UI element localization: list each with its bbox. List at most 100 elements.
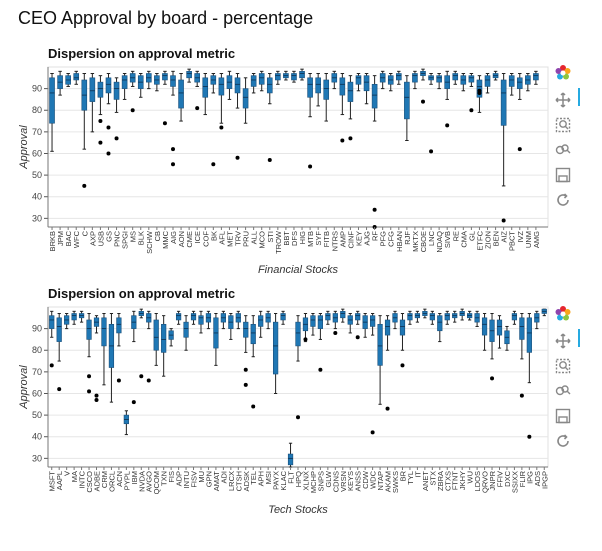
x-tick-label: SCHW <box>145 230 154 254</box>
box-AFL <box>218 77 225 96</box>
financial-stocks-boxplot: Dispersion on approval metric 30 40 50 60 70 8… <box>18 46 549 276</box>
outlier-point <box>130 108 135 113</box>
box-AAPL <box>56 317 62 342</box>
box-KEY <box>355 75 362 85</box>
outlier-point <box>106 151 111 156</box>
wheel-zoom-icon[interactable] <box>552 380 574 402</box>
x-tick-label: C <box>80 230 89 236</box>
outlier-point <box>146 378 151 383</box>
x-tick-label: PNC <box>113 230 122 246</box>
tech-chart-toolbar <box>552 303 576 453</box>
x-axis-label: Financial Stocks <box>258 264 339 276</box>
plot-area <box>47 66 549 228</box>
outlier-point <box>340 138 345 143</box>
save-icon[interactable] <box>552 405 574 427</box>
x-tick-label: JKHY <box>458 471 467 490</box>
outlier-point <box>171 147 175 152</box>
x-tick-label: HPQ <box>294 471 303 487</box>
x-tick-label: CDW <box>361 470 370 489</box>
x-tick-label: CSCO <box>85 471 94 493</box>
outlier-point <box>318 367 323 372</box>
box-WFC <box>73 73 80 81</box>
outlier-point <box>303 337 308 342</box>
x-tick-label: PAYX <box>272 471 281 490</box>
y-tick-label: 60 <box>32 388 42 398</box>
box-HBAN <box>396 73 402 81</box>
outlier-point <box>296 415 300 420</box>
chart-title: Dispersion on approval metric <box>48 46 235 61</box>
reset-icon[interactable] <box>552 430 574 452</box>
outlier-point <box>469 108 474 113</box>
box-CRM <box>101 317 107 347</box>
x-tick-label: BAC <box>64 230 73 246</box>
x-tick-label: CBOE <box>419 231 428 252</box>
x-tick-label: SWKS <box>391 471 400 493</box>
y-tick-label: 50 <box>32 410 42 420</box>
box-MU <box>198 315 204 325</box>
box-GL <box>468 75 475 83</box>
page-title: CEO Approval by board - percentage <box>18 8 314 28</box>
x-tick-label: FITB <box>322 231 331 247</box>
outlier-point <box>372 207 377 212</box>
x-tick-label: CMA <box>459 231 468 248</box>
reset-icon[interactable] <box>552 189 574 211</box>
x-tick-label: ZBRA <box>436 471 445 491</box>
outlier-point <box>139 374 144 379</box>
x-tick-label: ALL <box>250 231 259 244</box>
box-CSCO <box>86 319 92 340</box>
box-TROW <box>275 73 281 81</box>
x-tick-label: MTB <box>306 231 315 247</box>
box-STX <box>429 313 435 321</box>
box-MSFT <box>49 315 55 329</box>
x-tick-label: NTRS <box>330 231 339 251</box>
box-MKTX <box>412 73 418 83</box>
outlier-point <box>171 162 175 167</box>
x-tick-label: MCO <box>258 231 267 249</box>
box-zoom-icon[interactable] <box>552 114 574 136</box>
box-ACN <box>116 317 122 334</box>
box-RJF <box>404 81 410 120</box>
bokeh-logo-icon[interactable] <box>552 62 574 84</box>
box-TYL <box>407 313 413 321</box>
y-tick-label: 30 <box>32 453 42 463</box>
outlier-point <box>49 363 54 368</box>
wheel-zoom-icon[interactable] <box>552 139 574 161</box>
x-tick-label: ADSK <box>242 471 251 491</box>
tech-stocks-chart-panel: Dispersion on approval metric 30 40 50 60 70 8… <box>0 285 602 530</box>
pan-icon[interactable] <box>552 330 574 352</box>
x-tick-label: AIZ <box>500 231 509 243</box>
x-tick-label: V <box>63 471 72 476</box>
x-tick-label: AIG <box>169 231 178 244</box>
x-tick-label: IPG <box>525 471 534 484</box>
outlier-point <box>370 430 375 435</box>
x-tick-label: IT <box>413 471 422 478</box>
x-tick-label: RJF <box>403 231 412 245</box>
outlier-point <box>445 123 450 128</box>
outlier-point <box>116 378 121 383</box>
box-CME <box>186 71 192 79</box>
x-tick-label: UNM <box>524 231 533 248</box>
tech-stocks-boxplot: Dispersion on approval metric 30 40 50 60 70 8… <box>18 286 549 516</box>
box-AMP <box>339 77 346 96</box>
pan-icon[interactable] <box>552 89 574 111</box>
outlier-point <box>114 136 119 141</box>
x-tick-label: VRSN <box>339 471 348 492</box>
x-tick-label: JPM <box>56 231 65 246</box>
x-tick-label: ETFC <box>475 230 484 250</box>
outlier-point <box>490 376 495 381</box>
x-tick-label: DFS <box>290 231 299 246</box>
box-STI <box>266 77 273 94</box>
save-icon[interactable] <box>552 164 574 186</box>
box-CINF <box>347 81 354 102</box>
box-COF <box>202 77 209 98</box>
bokeh-logo-icon[interactable] <box>552 303 574 325</box>
x-tick-label: TYL <box>406 471 415 485</box>
box-zoom-icon[interactable] <box>552 355 574 377</box>
outlier-point <box>333 330 338 335</box>
outlier-point <box>251 404 256 409</box>
x-tick-label: MCHP <box>309 471 318 493</box>
x-tick-label: LNC <box>427 230 436 246</box>
x-tick-label: HIG <box>298 231 307 245</box>
box-AON <box>178 79 184 109</box>
x-tick-label: QCOM <box>152 471 161 494</box>
